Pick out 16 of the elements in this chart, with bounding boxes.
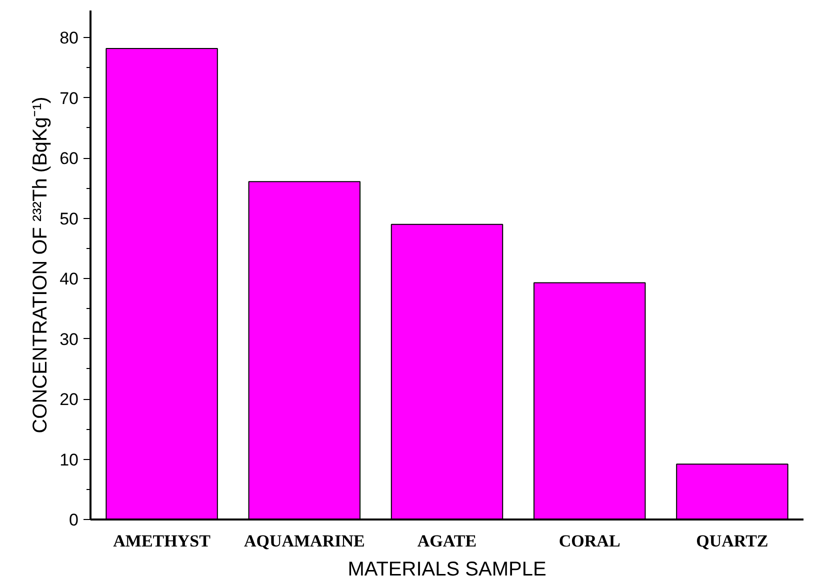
x-tick-label: AGATE — [417, 532, 477, 550]
y-tick-label: 0 — [69, 510, 79, 530]
y-tick-label: 70 — [60, 88, 79, 108]
x-tick-label: QUARTZ — [696, 532, 768, 550]
y-tick-label: 80 — [60, 28, 79, 48]
y-tick-label: 50 — [60, 209, 79, 228]
x-tick-label: AMETHYST — [113, 532, 212, 550]
x-tick-label: AQUAMARINE — [244, 532, 365, 550]
x-axis-title: MATERIALS SAMPLE — [348, 558, 546, 580]
y-tick-label: 10 — [60, 450, 79, 470]
y-tick-label: 60 — [60, 149, 79, 168]
y-tick-label: 40 — [60, 270, 79, 289]
y-tick-label: 30 — [60, 330, 79, 349]
y-tick-label: 20 — [60, 390, 79, 410]
y-axis-title: CONCENTRATION OF ²³²Th (BqKg⁻¹) — [30, 96, 52, 434]
x-tick-label: CORAL — [558, 532, 620, 550]
